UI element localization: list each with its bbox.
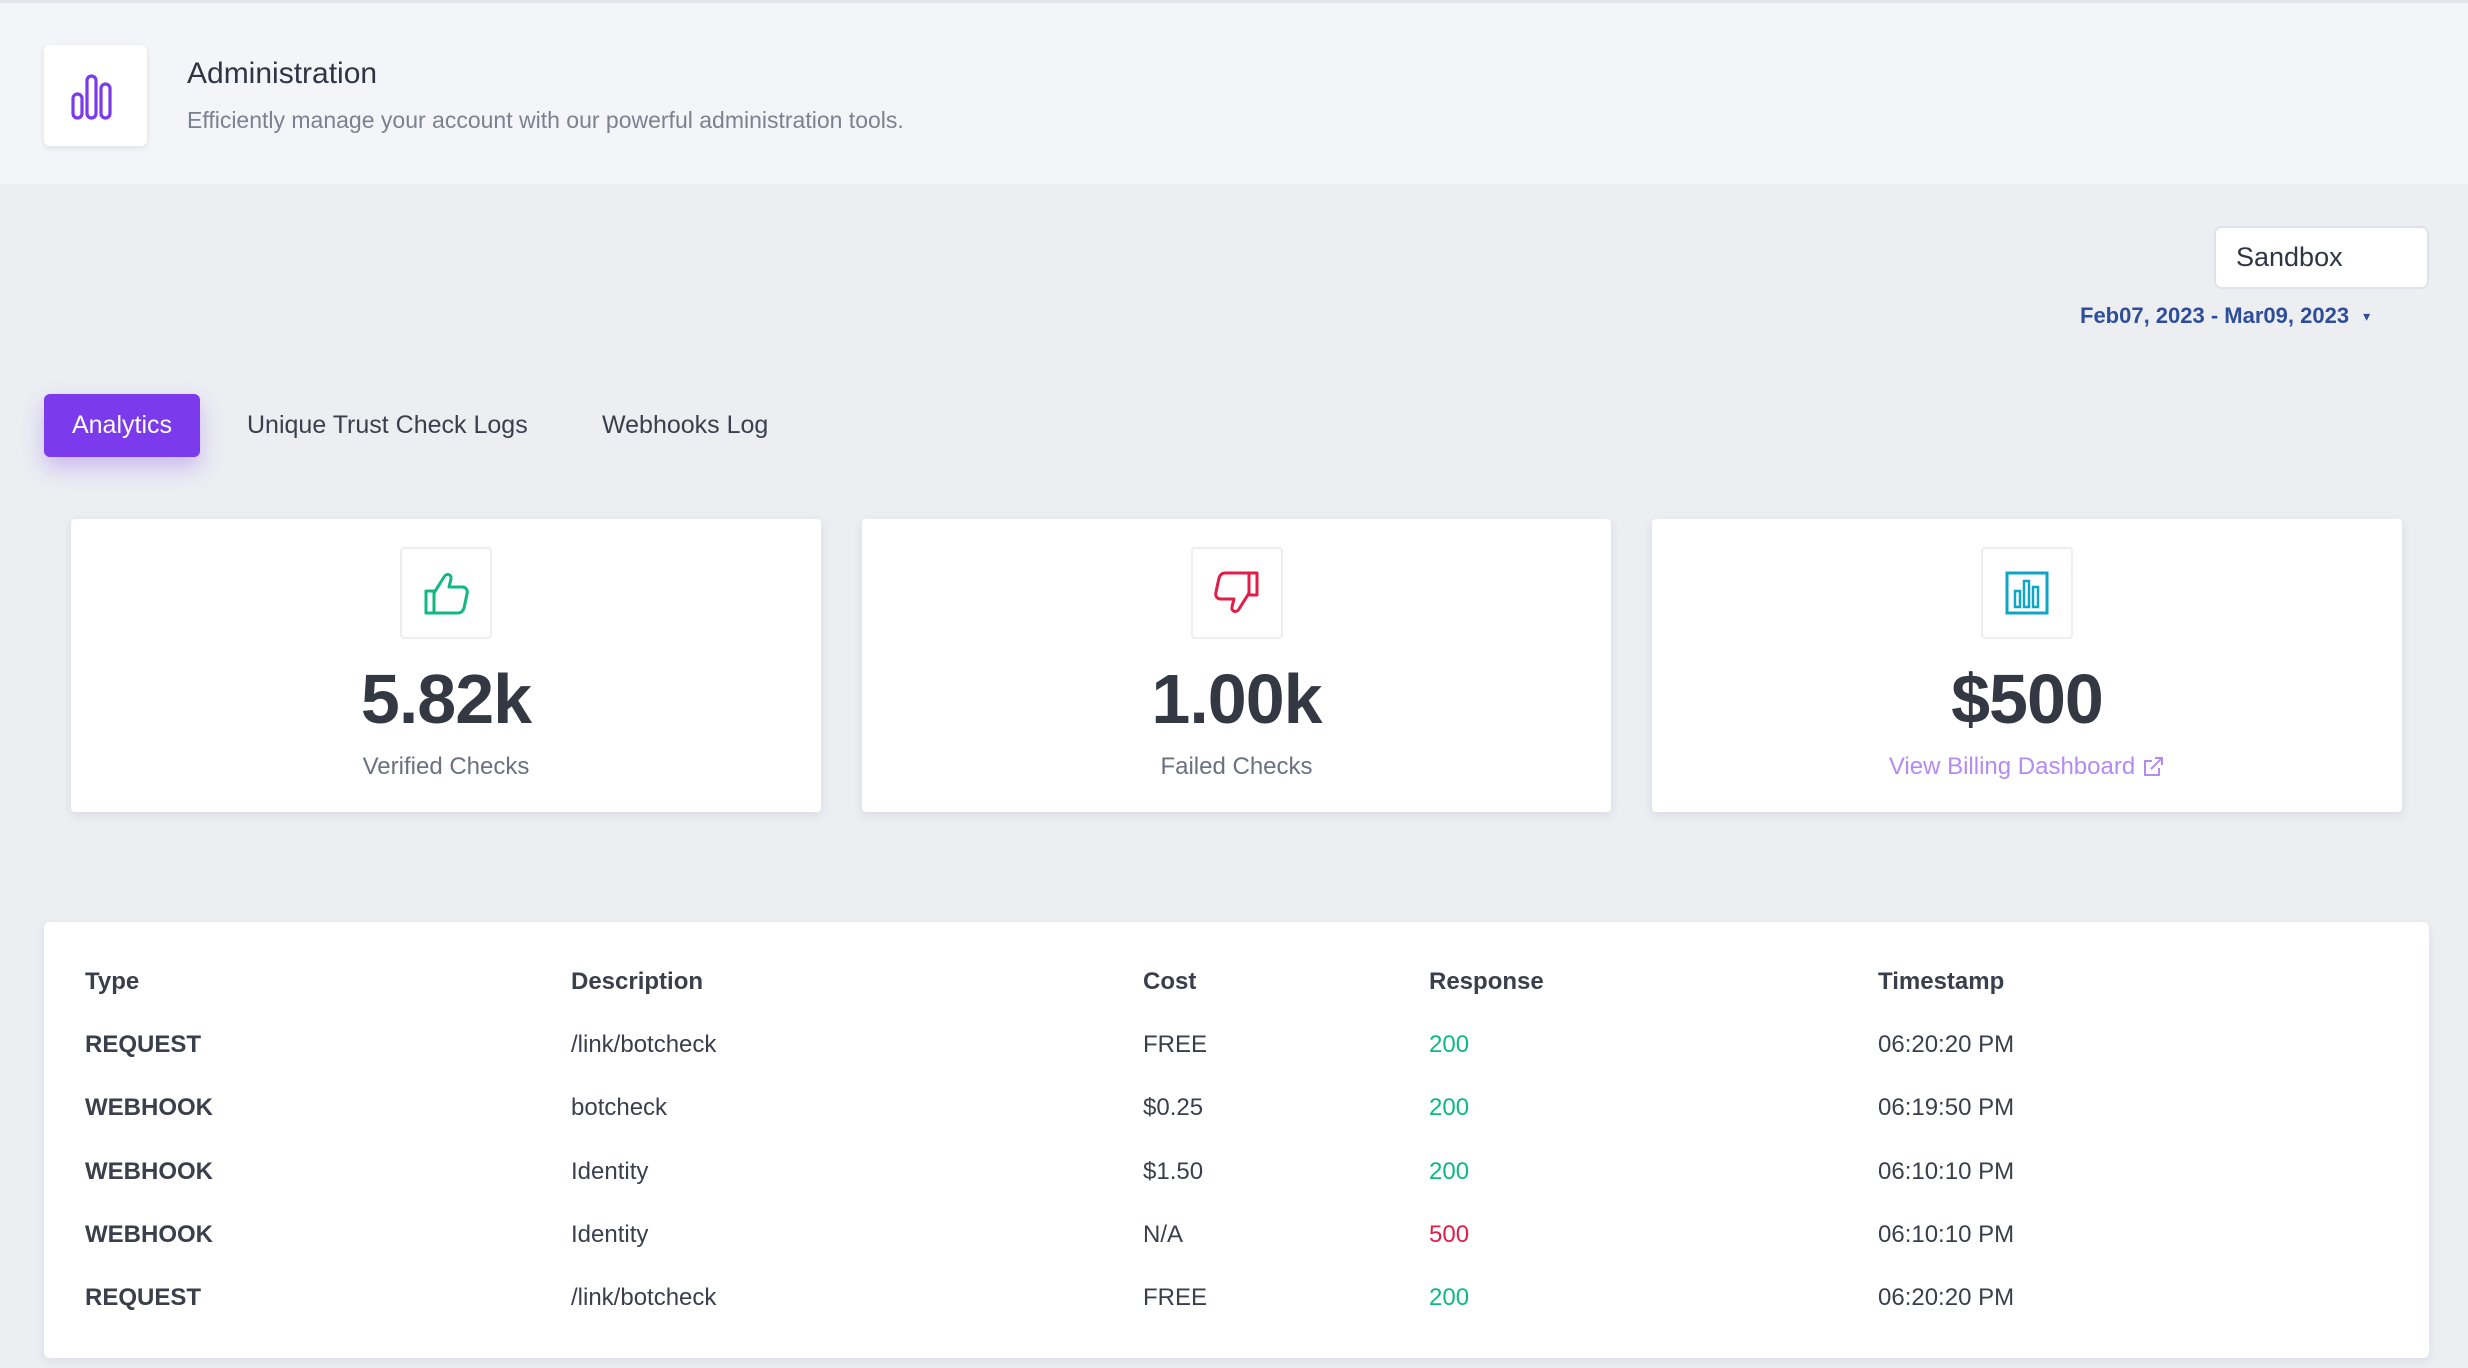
cell-type: REQUEST xyxy=(85,1284,202,1311)
thumbs-down-icon-box xyxy=(1190,547,1283,639)
failed-checks-label: Failed Checks xyxy=(1160,753,1313,780)
cell-type: REQUEST xyxy=(85,1031,202,1058)
date-range-label: Feb07, 2023 - Mar09, 2023 xyxy=(2080,303,2350,328)
column-header-type[interactable]: Type xyxy=(85,968,140,995)
cell-description: /link/botcheck xyxy=(571,1031,717,1058)
tab-unique-trust-check-logs[interactable]: Unique Trust Check Logs xyxy=(247,411,528,439)
billing-icon-box xyxy=(1981,547,2073,639)
tab-analytics[interactable]: Analytics xyxy=(44,394,200,457)
cell-cost: $0.25 xyxy=(1143,1094,1204,1121)
column-header-response[interactable]: Response xyxy=(1429,968,1544,995)
failed-checks-value: 1.00k xyxy=(1151,660,1322,738)
thumbs-down-icon xyxy=(1213,571,1258,613)
external-link-icon xyxy=(2144,757,2164,776)
cell-response: 200 xyxy=(1429,1158,1470,1185)
bar-chart-icon xyxy=(70,73,112,120)
column-header-description[interactable]: Description xyxy=(571,968,704,995)
cell-type: WEBHOOK xyxy=(85,1158,213,1185)
bar-chart-icon xyxy=(2005,571,2049,615)
cell-cost: FREE xyxy=(1143,1284,1208,1311)
page-header: Administration Efficiently manage your a… xyxy=(0,0,2468,184)
cell-response: 200 xyxy=(1429,1031,1470,1058)
view-billing-dashboard-link[interactable]: View Billing Dashboard xyxy=(1652,753,2402,781)
page-title: Administration xyxy=(187,57,378,90)
cell-type: WEBHOOK xyxy=(85,1221,213,1248)
cell-response: 200 xyxy=(1429,1284,1470,1311)
tab-webhooks-log[interactable]: Webhooks Log xyxy=(602,411,769,439)
cell-timestamp: 06:19:50 PM xyxy=(1878,1094,2015,1121)
caret-down-icon: ▾ xyxy=(2363,307,2371,324)
verified-checks-label: Verified Checks xyxy=(362,753,530,780)
cell-cost: N/A xyxy=(1143,1221,1184,1248)
page-subtitle: Efficiently manage your account with our… xyxy=(187,107,904,133)
column-header-cost[interactable]: Cost xyxy=(1143,968,1197,995)
cell-timestamp: 06:20:20 PM xyxy=(1878,1031,2015,1058)
thumbs-up-icon xyxy=(424,573,469,615)
cell-response: 200 xyxy=(1429,1094,1470,1121)
failed-checks-card: 1.00k Failed Checks xyxy=(862,519,1611,812)
cell-description: Identity xyxy=(571,1221,649,1248)
cell-description: Identity xyxy=(571,1158,649,1185)
logs-table: Type Description Cost Response Timestamp… xyxy=(44,922,2429,1358)
thumbs-up-icon-box xyxy=(400,547,492,639)
billing-card: $500 View Billing Dashboard xyxy=(1652,519,2402,812)
cell-cost: $1.50 xyxy=(1143,1158,1204,1185)
environment-select-value: Sandbox xyxy=(2236,242,2343,272)
column-header-timestamp[interactable]: Timestamp xyxy=(1878,968,2005,995)
cell-timestamp: 06:10:10 PM xyxy=(1878,1158,2015,1185)
environment-select[interactable]: Sandbox xyxy=(2214,226,2429,289)
cell-timestamp: 06:10:10 PM xyxy=(1878,1221,2015,1248)
cell-description: botcheck xyxy=(571,1094,668,1121)
header-logo xyxy=(44,45,147,146)
cell-response: 500 xyxy=(1429,1221,1470,1248)
date-range-picker[interactable]: Feb07, 2023 - Mar09, 2023 ▾ xyxy=(2080,303,2370,329)
cell-timestamp: 06:20:20 PM xyxy=(1878,1284,2015,1311)
verified-checks-value: 5.82k xyxy=(360,660,532,738)
billing-link-label: View Billing Dashboard xyxy=(1888,753,2136,780)
verified-checks-card: 5.82k Verified Checks xyxy=(71,519,821,812)
billing-amount: $500 xyxy=(1951,660,2104,738)
cell-description: /link/botcheck xyxy=(571,1284,717,1311)
cell-type: WEBHOOK xyxy=(85,1094,213,1121)
cell-cost: FREE xyxy=(1143,1031,1208,1058)
